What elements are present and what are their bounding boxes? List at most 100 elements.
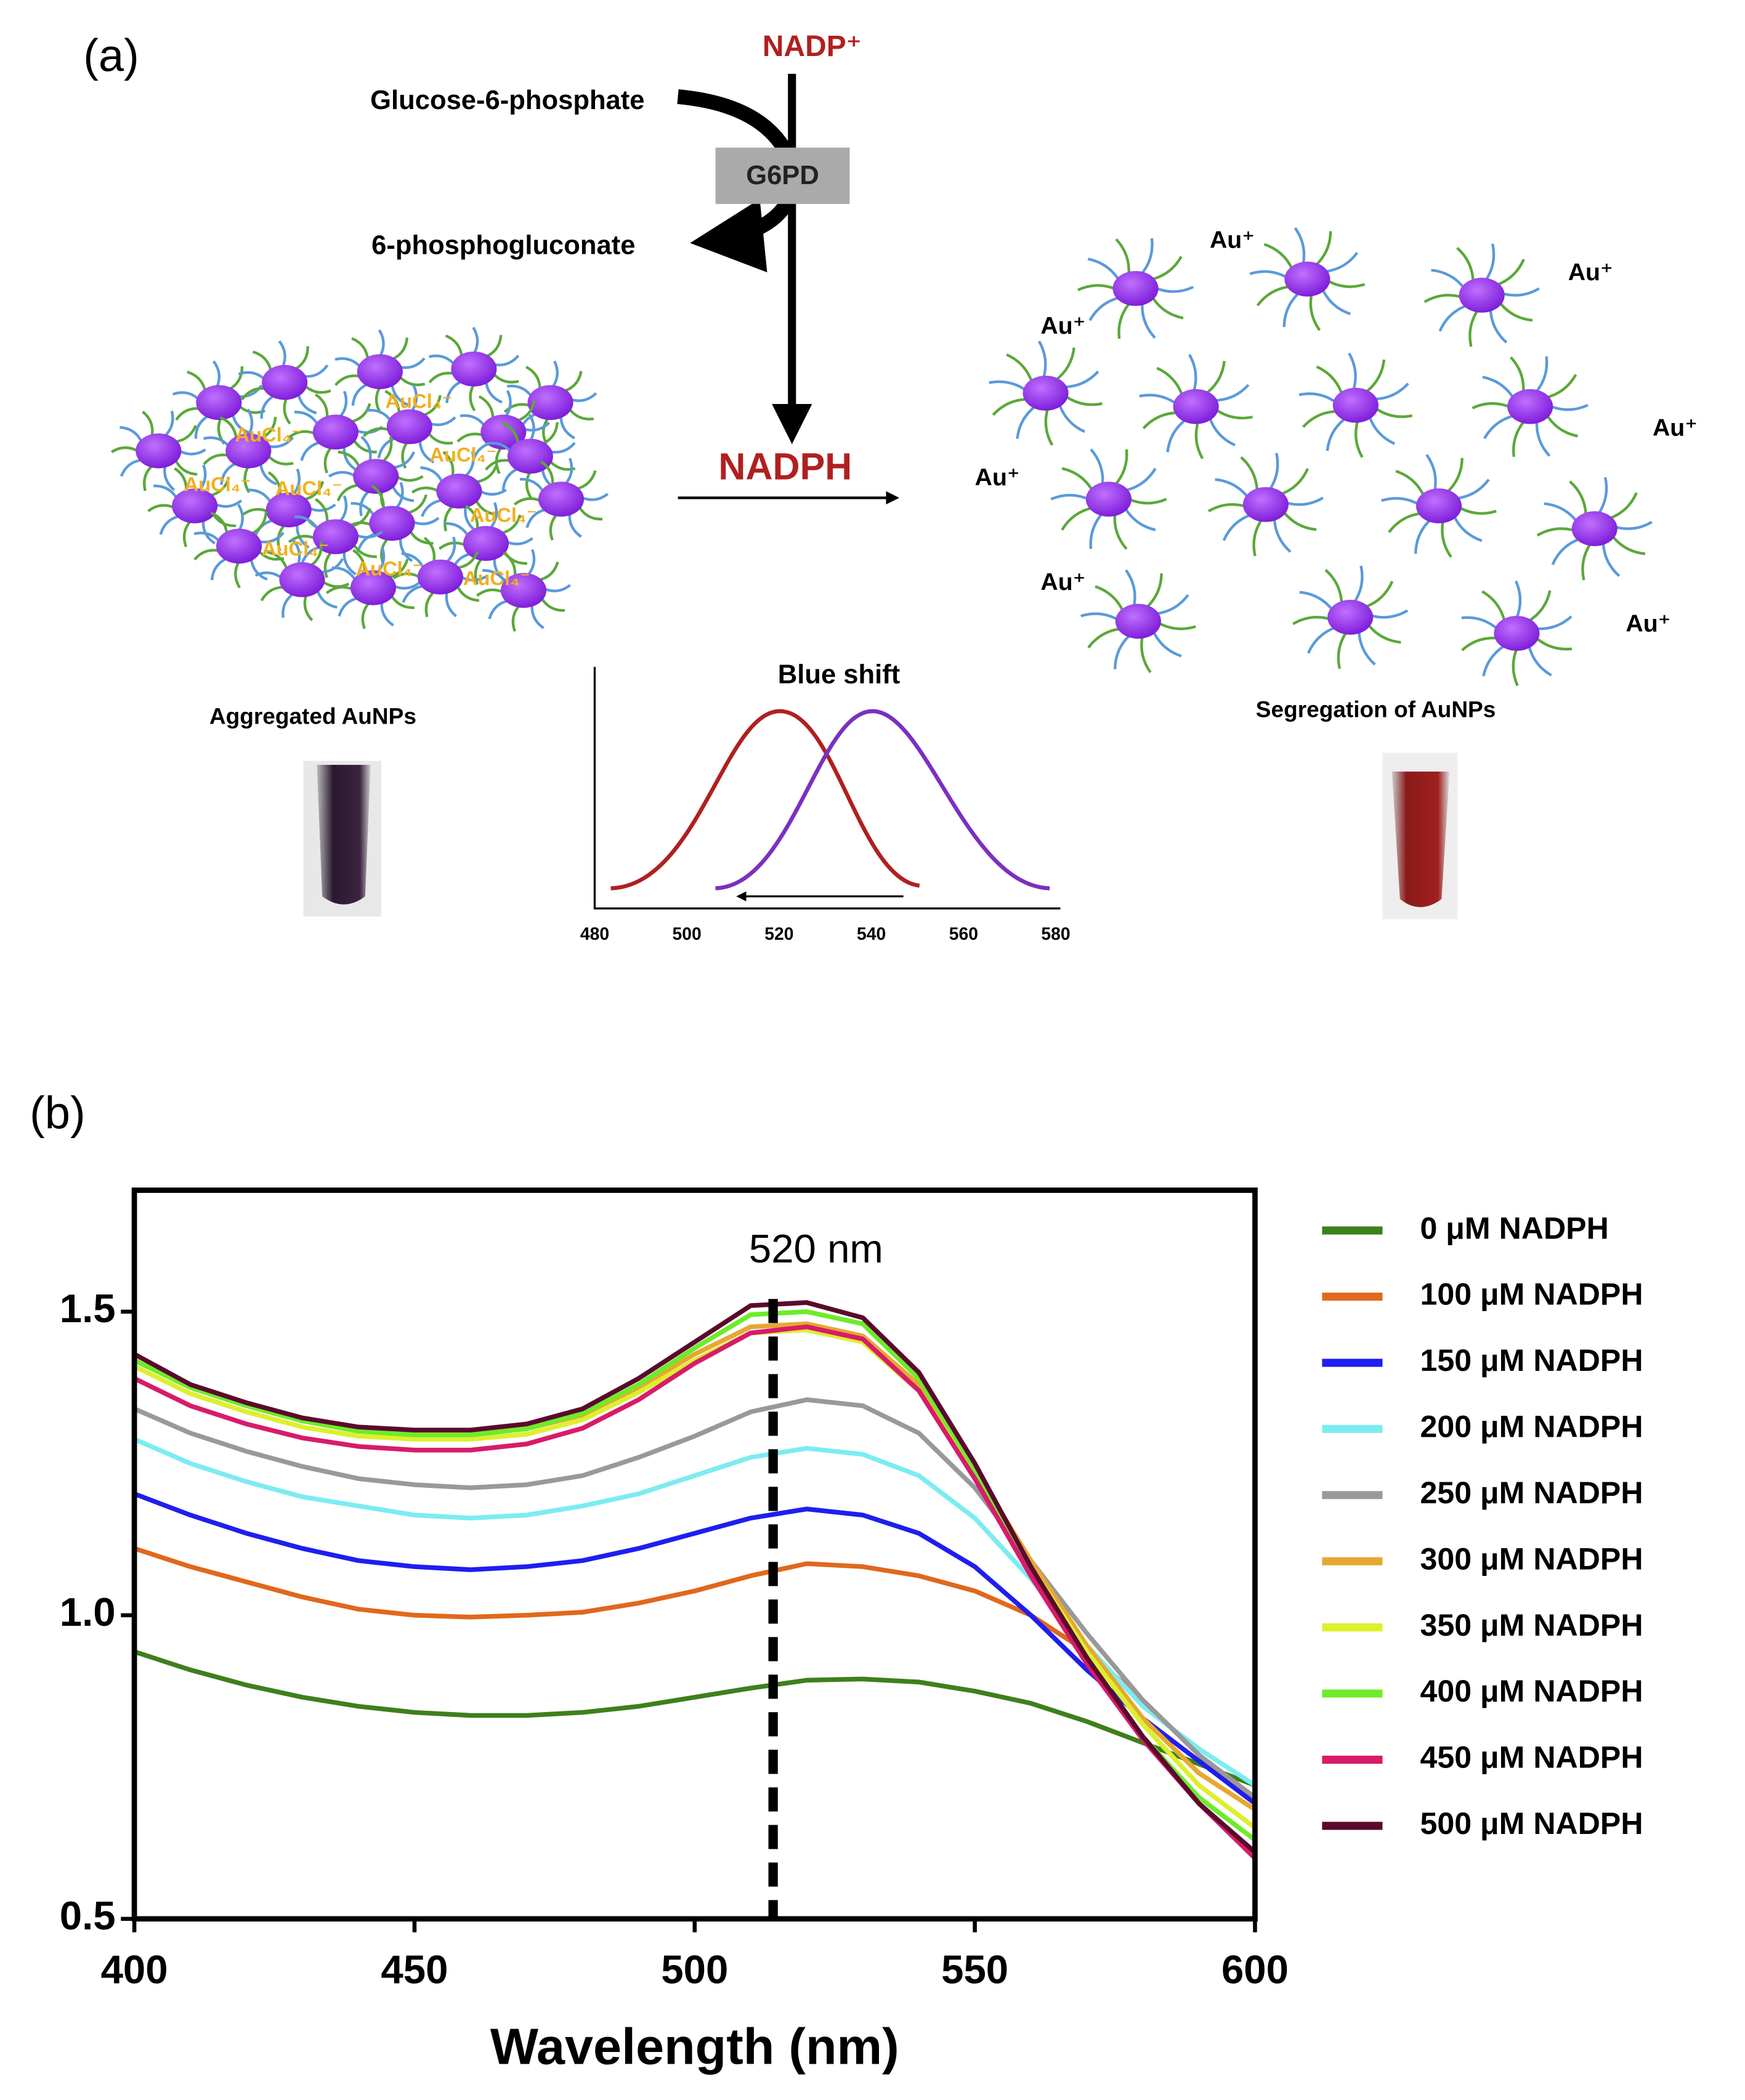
legend-label: 300 μM NADPH: [1420, 1541, 1643, 1576]
aucl4-label: AuCl₄⁻: [262, 537, 329, 560]
gold-particle: [172, 488, 218, 523]
nanoparticle: [254, 538, 350, 621]
cofactor-label: NADP⁺: [763, 30, 862, 63]
ligand: [1077, 284, 1116, 291]
gold-particle: [1022, 376, 1069, 411]
ligand: [1302, 410, 1338, 428]
ligand: [302, 364, 329, 378]
gold-particle: [1085, 482, 1132, 517]
ligand: [505, 537, 533, 546]
ligand: [1367, 623, 1401, 644]
ligand: [1364, 359, 1386, 394]
tube: [1391, 771, 1450, 907]
ligand: [485, 334, 503, 358]
ligand: [1222, 513, 1252, 541]
ligand: [1395, 469, 1425, 497]
ligand: [428, 354, 456, 366]
ligand: [260, 394, 276, 419]
ligand: [549, 442, 576, 454]
ligand: [549, 512, 559, 541]
au-label: Au⁺: [1040, 568, 1085, 596]
ligand: [563, 371, 583, 393]
ligand: [294, 346, 309, 371]
ligand: [1381, 497, 1420, 506]
ligand: [143, 464, 154, 491]
ligand: [1544, 502, 1578, 523]
au-label: Au⁺: [1568, 259, 1613, 286]
gold-particle: [1173, 389, 1219, 424]
x-tick-label: 550: [941, 1947, 1008, 1992]
ligand: [1090, 448, 1104, 485]
ligand: [1388, 512, 1422, 533]
aucl4-label: AuCl₄⁻: [184, 472, 251, 495]
au-label: Au⁺: [1210, 227, 1255, 254]
ligand: [119, 458, 143, 477]
gold-particle: [1284, 261, 1330, 297]
ligand: [1414, 518, 1432, 554]
ligand: [303, 384, 331, 394]
ligand: [1354, 419, 1364, 458]
ligand: [297, 393, 317, 414]
ligand: [1528, 590, 1552, 623]
nanoparticle: [411, 451, 507, 531]
ligand: [237, 504, 244, 532]
ligand: [1058, 403, 1085, 434]
nanoparticle: [1292, 565, 1409, 669]
ligand: [504, 390, 512, 419]
ligand: [1298, 392, 1337, 404]
ligand: [338, 390, 348, 419]
gold-particle: [451, 351, 497, 387]
ligand: [1498, 301, 1533, 322]
ligand: [445, 591, 457, 618]
ligand: [325, 586, 354, 594]
gold-particle: [265, 492, 312, 528]
inset-tick-label: 480: [580, 924, 609, 944]
ligand: [303, 594, 314, 621]
ligand: [525, 365, 541, 390]
ligand: [1370, 609, 1409, 619]
ligand: [1326, 279, 1366, 288]
x-tick-label: 600: [1221, 1947, 1289, 1992]
ligand: [1273, 517, 1292, 553]
ligand: [1597, 477, 1608, 515]
panel-label: (a): [83, 30, 139, 81]
nanoparticle: [1472, 356, 1589, 457]
ligand: [1337, 631, 1348, 669]
legend-label: 500 μM NADPH: [1420, 1806, 1643, 1841]
x-tick-label: 500: [661, 1947, 728, 1992]
nanoparticle: [110, 410, 206, 491]
nanoparticle: [1080, 569, 1196, 674]
ligand: [1117, 302, 1132, 339]
ligand: [478, 488, 507, 496]
ligand: [283, 396, 291, 425]
ligand: [992, 398, 1027, 416]
ligand: [445, 334, 463, 358]
nanoparticle: [147, 464, 243, 547]
ligand: [1489, 308, 1508, 344]
segregated-label: Segregation of AuNPs: [1256, 697, 1496, 722]
ligand: [1316, 365, 1343, 395]
ligand: [278, 340, 286, 369]
nanoparticle: [514, 458, 609, 541]
y-tick-label: 1.5: [60, 1286, 116, 1331]
ligand: [1614, 520, 1653, 530]
gold-particle: [436, 474, 482, 509]
ligand: [391, 337, 408, 361]
tube: [317, 764, 371, 905]
ligand: [551, 360, 559, 389]
nanoparticle: [1381, 454, 1497, 558]
ligand: [1324, 252, 1359, 273]
ligand: [175, 407, 201, 421]
ligand: [159, 514, 180, 535]
ligand: [1374, 382, 1409, 401]
ligand: [1482, 376, 1515, 399]
ligand: [201, 519, 216, 545]
ligand: [411, 487, 440, 494]
ligand: [361, 601, 371, 629]
legend-label: 100 μM NADPH: [1420, 1277, 1643, 1312]
ligand: [484, 381, 503, 404]
gold-particle: [1571, 511, 1617, 546]
ligand: [228, 366, 244, 391]
ligand: [1581, 542, 1592, 581]
